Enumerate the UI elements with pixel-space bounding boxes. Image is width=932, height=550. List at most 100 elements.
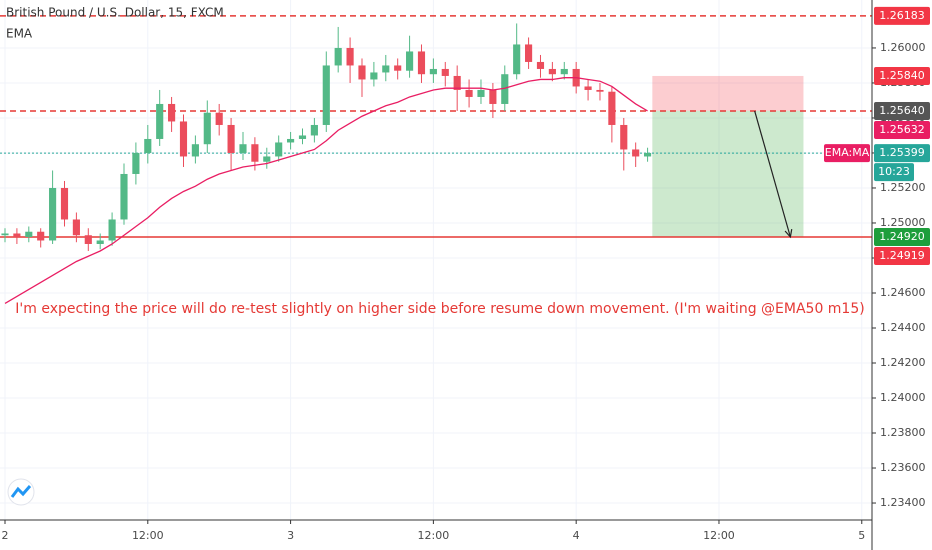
ema-tag-box	[824, 144, 870, 163]
chart-title: British Pound / U.S. Dollar, 15, FXCM	[6, 6, 224, 20]
annotation: I'm expecting the price will do re-test …	[15, 301, 864, 317]
candle-body	[536, 61, 545, 69]
y-tick-label: 1.25200	[880, 181, 926, 194]
price-tag: 1.24919	[879, 249, 925, 262]
logo-mark	[10, 485, 32, 498]
candle-body	[156, 103, 164, 139]
x-tick-label: 3	[287, 529, 294, 542]
price-tag: 1.26183	[879, 9, 925, 22]
candle-body	[84, 235, 92, 244]
y-tick-label: 1.25000	[880, 216, 926, 229]
price-tag-box	[874, 227, 930, 246]
candle-body	[465, 89, 473, 97]
candle-body	[60, 187, 69, 220]
candle-body	[120, 173, 128, 220]
countdown-box	[874, 163, 914, 182]
countdown: 10:23	[878, 165, 910, 178]
candle-body	[227, 124, 235, 153]
axes: 212:00312:00412:0051.260001.258001.25600…	[1, 6, 930, 542]
candle-body	[548, 68, 556, 75]
x-tick-label: 4	[573, 529, 580, 542]
arrow-line	[754, 110, 791, 238]
candle-body	[417, 51, 426, 75]
candle-body	[132, 152, 140, 174]
candle-body	[596, 89, 604, 92]
candle-body	[251, 144, 259, 162]
candle-body	[525, 44, 533, 62]
candle-body	[477, 89, 485, 97]
x-tick-label: 12:00	[703, 529, 735, 542]
candle-body	[406, 51, 414, 71]
candle-body	[144, 138, 152, 153]
candle-body	[298, 135, 307, 139]
candle-body	[263, 156, 271, 162]
y-tick-label: 1.23400	[880, 496, 926, 509]
price-tag: 1.25399	[879, 146, 925, 159]
x-tick-label: 5	[858, 529, 865, 542]
indicator-legend: EMA	[6, 27, 33, 41]
target-zone	[652, 110, 804, 237]
candle-body	[334, 47, 342, 66]
candle-body	[239, 144, 247, 153]
candle-body	[501, 74, 509, 104]
ema-line	[4, 77, 648, 305]
stop-zone	[652, 75, 804, 111]
candle-body	[489, 89, 497, 104]
price-tag-box	[874, 120, 930, 139]
ema-tag: EMA:MA	[825, 146, 870, 159]
candle-body	[370, 72, 378, 80]
candle-body	[203, 112, 211, 145]
candle-body	[358, 65, 366, 80]
price-tag-box	[874, 246, 930, 265]
candle-body	[215, 112, 223, 125]
candle-body	[453, 75, 461, 90]
candle-body	[394, 65, 402, 71]
price-tag-box	[874, 6, 930, 25]
price-tag: 1.25840	[879, 69, 925, 82]
y-tick-label: 1.23800	[880, 426, 926, 439]
candle-body	[287, 138, 295, 143]
candle-body	[1, 233, 9, 236]
price-tag-box	[874, 66, 930, 85]
candle-body	[25, 231, 33, 237]
plot-area: I'm expecting the price will do re-test …	[0, 15, 872, 317]
price-tag: 1.25632	[879, 123, 925, 136]
price-tag: 1.25640	[879, 104, 925, 117]
candle-body	[168, 103, 176, 122]
candle-body	[632, 149, 640, 157]
logo	[7, 478, 35, 506]
y-tick-label: 1.24600	[880, 286, 926, 299]
y-tick-label: 1.23600	[880, 461, 926, 474]
y-tick-label: 1.24200	[880, 356, 926, 369]
y-tick-label: 1.24400	[880, 321, 926, 334]
y-tick-label: 1.26000	[880, 41, 926, 54]
candle-body	[620, 124, 628, 150]
candle-body	[584, 86, 592, 90]
candle-body	[49, 187, 57, 241]
candle-body	[13, 233, 21, 237]
candle-body	[72, 219, 80, 236]
candle-body	[346, 47, 354, 66]
arrow-head	[784, 229, 793, 239]
candle-body	[644, 152, 652, 157]
candle-body	[37, 231, 45, 241]
candle-body	[108, 219, 116, 241]
candle-body	[441, 68, 449, 76]
candle-body	[310, 124, 318, 136]
x-tick-label: 2	[1, 529, 8, 542]
candle-body	[608, 91, 616, 125]
candle-body	[179, 121, 188, 157]
price-tag: 1.24920	[879, 230, 925, 243]
candle-body	[96, 240, 104, 244]
candle-body	[560, 68, 568, 75]
candle-body	[191, 144, 199, 157]
candle-body	[513, 44, 521, 75]
candle-body	[382, 65, 390, 73]
candle-body	[275, 142, 283, 157]
x-tick-label: 12:00	[418, 529, 450, 542]
candle-body	[429, 68, 437, 75]
x-tick-label: 12:00	[132, 529, 164, 542]
y-tick-label: 1.24000	[880, 391, 926, 404]
